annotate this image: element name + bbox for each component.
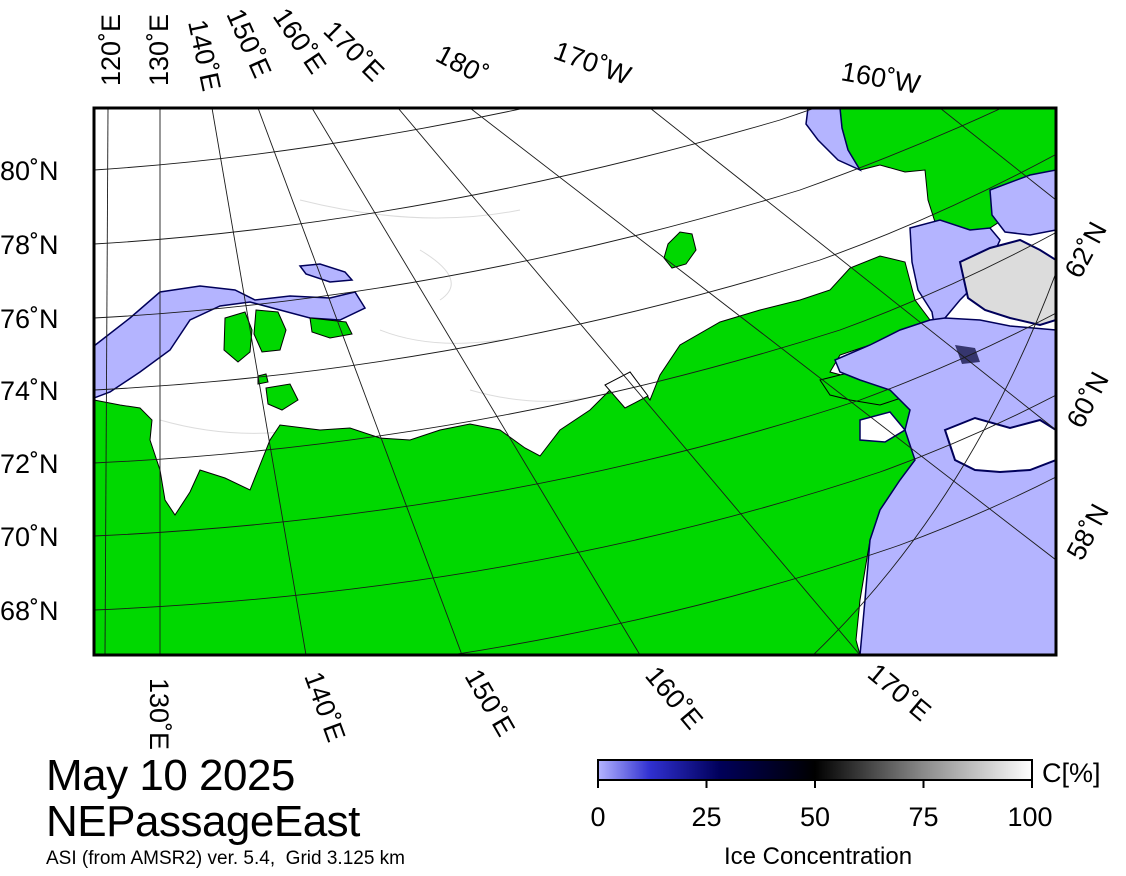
lon-label-top-170e: 170˚E — [318, 15, 390, 87]
lon-label-bottom-130e: 130˚E — [144, 678, 174, 750]
longitude-labels-top: 120˚E 130˚E 140˚E 150˚E 160˚E 170˚E 180˚… — [96, 3, 923, 100]
ice-texture — [159, 199, 601, 434]
map-region-title: NEPassageEast — [46, 797, 360, 846]
meridian-150e — [257, 108, 463, 655]
meridian-160w — [939, 108, 1056, 201]
lon-label-bottom-170e: 170˚E — [862, 658, 936, 727]
lon-label-top-120e: 120˚E — [96, 14, 126, 86]
lon-label-top-160w: 160˚W — [839, 56, 923, 99]
parallel-66n — [448, 476, 1056, 655]
meridian-170w — [649, 108, 1056, 431]
colorbar-tick-75: 75 — [908, 802, 938, 832]
lon-label-top-130e: 130˚E — [144, 14, 174, 86]
parallel-78n — [94, 108, 817, 245]
parallel-70n — [94, 312, 1056, 537]
lat-label-74n: 74˚N — [0, 376, 59, 406]
colorbar-tick-100: 100 — [1007, 802, 1052, 832]
meridian-160e — [311, 108, 641, 655]
parallel-74n — [94, 153, 1056, 391]
colorbar-tick-25: 25 — [691, 802, 721, 832]
parallel-62n — [812, 271, 1056, 655]
colorbar-tick-0: 0 — [590, 802, 605, 832]
lon-label-top-180: 180˚ — [431, 39, 493, 91]
parallel-76n — [94, 108, 1003, 319]
open-water-patch-north — [298, 263, 354, 283]
colorbar: 0 25 50 75 100 C[%] Ice Concentration — [590, 758, 1100, 870]
lon-label-bottom-150e: 150˚E — [459, 664, 521, 741]
map-date: May 10 2025 — [46, 751, 295, 800]
lat-label-78n: 78˚N — [0, 230, 59, 260]
latitude-labels-right: 62˚N 60˚N 58˚N — [1059, 217, 1115, 565]
lat-label-70n: 70˚N — [0, 522, 59, 552]
parallel-72n — [94, 231, 1056, 464]
meridian-120e — [104, 108, 109, 655]
latitude-labels-left: 80˚N 78˚N 76˚N 74˚N 72˚N 70˚N 68˚N — [0, 156, 59, 626]
colorbar-tick-marks — [597, 780, 1033, 788]
graticule — [94, 108, 1056, 655]
colorbar-gradient — [597, 759, 1033, 781]
ice-patch-bering-2 — [958, 238, 1056, 327]
lat-label-76n: 76˚N — [0, 304, 59, 334]
colorbar-unit: C[%] — [1042, 758, 1101, 788]
lon-label-top-140e: 140˚E — [182, 17, 226, 94]
land-wrangel-island — [663, 231, 697, 269]
lon-label-top-150e: 150˚E — [221, 4, 278, 82]
lat-label-68n: 68˚N — [0, 596, 59, 626]
lat-label-80n: 80˚N — [0, 156, 59, 186]
ice-patch-kolyuchin — [604, 371, 649, 409]
lon-label-top-170w: 170˚W — [550, 35, 635, 91]
colorbar-tick-50: 50 — [800, 802, 830, 832]
meridian-180 — [469, 108, 1056, 561]
lat-label-72n: 72˚N — [0, 449, 59, 479]
lat-label-60n: 60˚N — [1061, 367, 1115, 433]
map-area — [94, 108, 1056, 655]
land-new-siberian-island-2 — [253, 309, 287, 353]
map-frame — [92, 106, 1058, 657]
land-small-island-1 — [265, 383, 299, 411]
lat-label-62n: 62˚N — [1059, 217, 1113, 283]
lon-label-bottom-160e: 160˚E — [639, 661, 708, 735]
colorbar-title: Ice Concentration — [724, 843, 912, 870]
parallel-80n — [94, 108, 528, 171]
land-new-siberian-island-1 — [223, 311, 253, 363]
open-water-norton-sound — [989, 169, 1056, 236]
lon-label-bottom-140e: 140˚E — [298, 668, 351, 746]
longitude-labels-bottom: 130˚E 140˚E 150˚E 160˚E 170˚E — [144, 658, 937, 750]
lat-label-58n: 58˚N — [1061, 499, 1115, 565]
meridian-170e — [397, 108, 861, 655]
meridian-140e — [211, 108, 307, 655]
data-source-line: ASI (from AMSR2) ver. 5.4, Grid 3.125 km — [46, 848, 406, 869]
ice-patch-bering-1 — [943, 416, 1056, 474]
open-water-chukchi — [805, 108, 862, 172]
